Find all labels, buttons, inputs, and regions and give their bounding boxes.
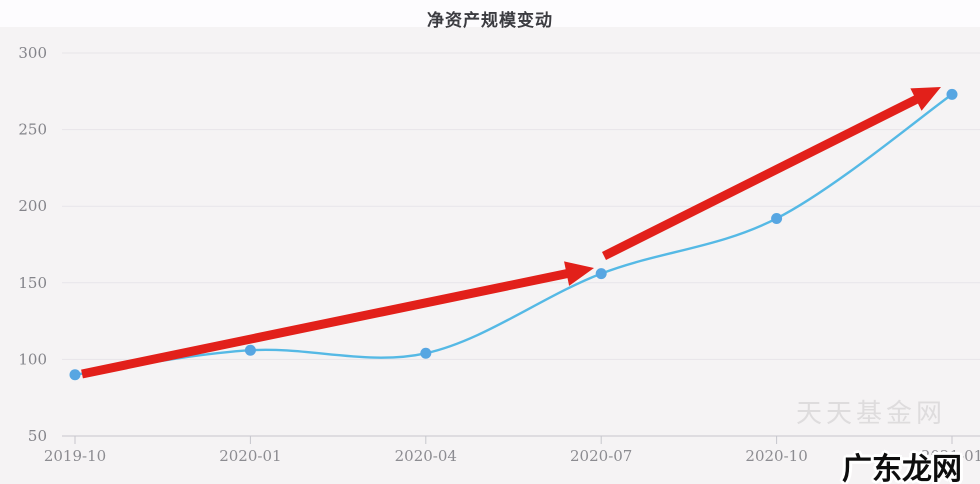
y-axis-label: 200 xyxy=(18,197,47,215)
y-axis-label: 300 xyxy=(18,44,47,62)
y-axis-label: 250 xyxy=(18,121,47,139)
watermark-fund-site: 天天基金网 xyxy=(796,399,947,429)
y-axis-label: 50 xyxy=(28,427,47,445)
trend-arrow-head xyxy=(910,87,941,111)
y-axis-label: 150 xyxy=(18,274,47,292)
data-point xyxy=(244,344,256,356)
trend-arrow-shaft xyxy=(601,91,926,261)
data-point xyxy=(420,347,432,359)
data-point xyxy=(946,88,958,100)
y-axis-label: 100 xyxy=(18,350,47,368)
data-point xyxy=(69,369,81,381)
data-point xyxy=(771,212,783,224)
x-axis-label: 2020-07 xyxy=(570,447,632,465)
series-line xyxy=(74,93,953,376)
x-axis-label: 2021-01 xyxy=(921,447,980,465)
chart-top-strip xyxy=(0,0,980,27)
x-axis-label: 2020-10 xyxy=(745,447,807,465)
trend-arrow-shaft xyxy=(81,267,576,379)
x-axis-label: 2019-10 xyxy=(44,447,106,465)
trend-arrow-head xyxy=(564,261,594,286)
chart-title: 净资产规模变动 xyxy=(427,11,553,30)
watermark-gdlw: 广东龙网 xyxy=(842,452,962,484)
x-axis-label: 2020-04 xyxy=(395,447,457,465)
data-point xyxy=(595,268,607,280)
x-axis-label: 2020-01 xyxy=(219,447,281,465)
